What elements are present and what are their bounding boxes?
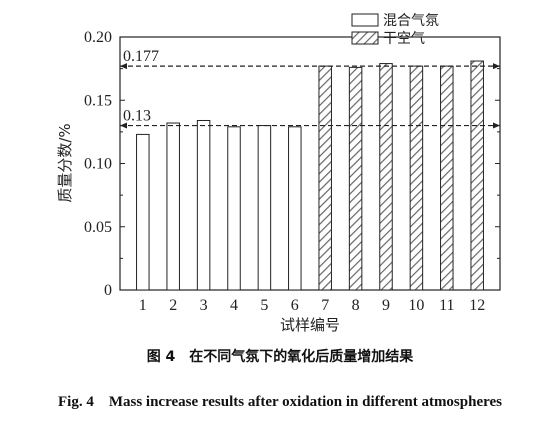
x-tick-label: 3 [200, 297, 208, 314]
reference-line-label: 0.13 [123, 108, 151, 125]
y-tick-label: 0.05 [84, 219, 112, 236]
legend-label: 干空气 [383, 31, 425, 47]
figure-caption-english: Fig. 4 Mass increase results after oxida… [58, 394, 502, 410]
bar-mixed-atmosphere [227, 126, 241, 291]
reference-arrow-right [493, 122, 500, 129]
x-axis: 1 2 3 4 5 6 7 8 9 10 11 12 [139, 286, 485, 314]
bar-dry-air [409, 65, 424, 291]
x-axis-label: 试样编号 [280, 316, 340, 334]
y-tick-label: 0 [104, 282, 112, 299]
bar-dry-air [379, 63, 393, 291]
reference-arrow-right [493, 63, 500, 70]
reference-lines: 0.177 0.13 [120, 48, 500, 129]
x-tick-label: 7 [321, 297, 329, 314]
x-tick-label: 11 [439, 297, 454, 314]
x-tick-label: 1 [139, 297, 147, 314]
x-tick-label: 10 [408, 297, 424, 314]
x-tick-label: 4 [230, 297, 238, 314]
reference-arrow-left [120, 122, 127, 129]
bar-mixed-atmosphere [196, 119, 211, 291]
x-tick-label: 12 [469, 297, 485, 314]
legend-swatch [351, 31, 379, 45]
x-tick-label: 8 [352, 297, 360, 314]
legend-swatch [351, 13, 379, 27]
reference-arrow-left [120, 63, 127, 70]
bar-series [136, 60, 484, 291]
bar-dry-air [318, 65, 332, 291]
bar-chart: 00.050.100.150.20 1 2 3 4 5 6 7 8 9 10 11 12 0.1770… [56, 13, 501, 334]
x-tick-label: 2 [169, 297, 177, 314]
bar-mixed-atmosphere [166, 122, 180, 291]
y-tick-label: 0.10 [84, 156, 112, 173]
bar-dry-air [348, 66, 363, 291]
y-tick-label: 0.20 [84, 29, 112, 46]
x-tick-label: 5 [260, 297, 268, 314]
reference-line-label: 0.177 [123, 48, 159, 65]
figure-caption-chinese: 图 4 在不同气氛下的氧化后质量增加结果 [146, 349, 414, 365]
y-axis: 0 0.05 0.10 0.15 0.20 [84, 29, 500, 299]
legend-label: 混合气氛 [383, 13, 439, 29]
bar-dry-air [470, 60, 484, 291]
y-tick-label: 0.15 [84, 92, 112, 109]
bar-mixed-atmosphere [288, 126, 302, 291]
y-axis-label: 质量分数/% [56, 123, 74, 202]
x-tick-label: 6 [291, 297, 299, 314]
bar-dry-air [440, 65, 454, 291]
bar-mixed-atmosphere [257, 125, 272, 291]
x-tick-label: 9 [382, 297, 390, 314]
bar-mixed-atmosphere [136, 133, 150, 291]
